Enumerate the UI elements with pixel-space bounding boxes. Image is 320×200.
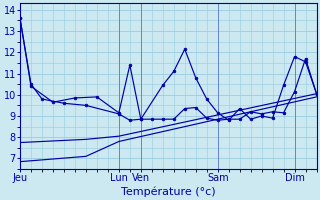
X-axis label: Température (°c): Température (°c) (121, 186, 216, 197)
